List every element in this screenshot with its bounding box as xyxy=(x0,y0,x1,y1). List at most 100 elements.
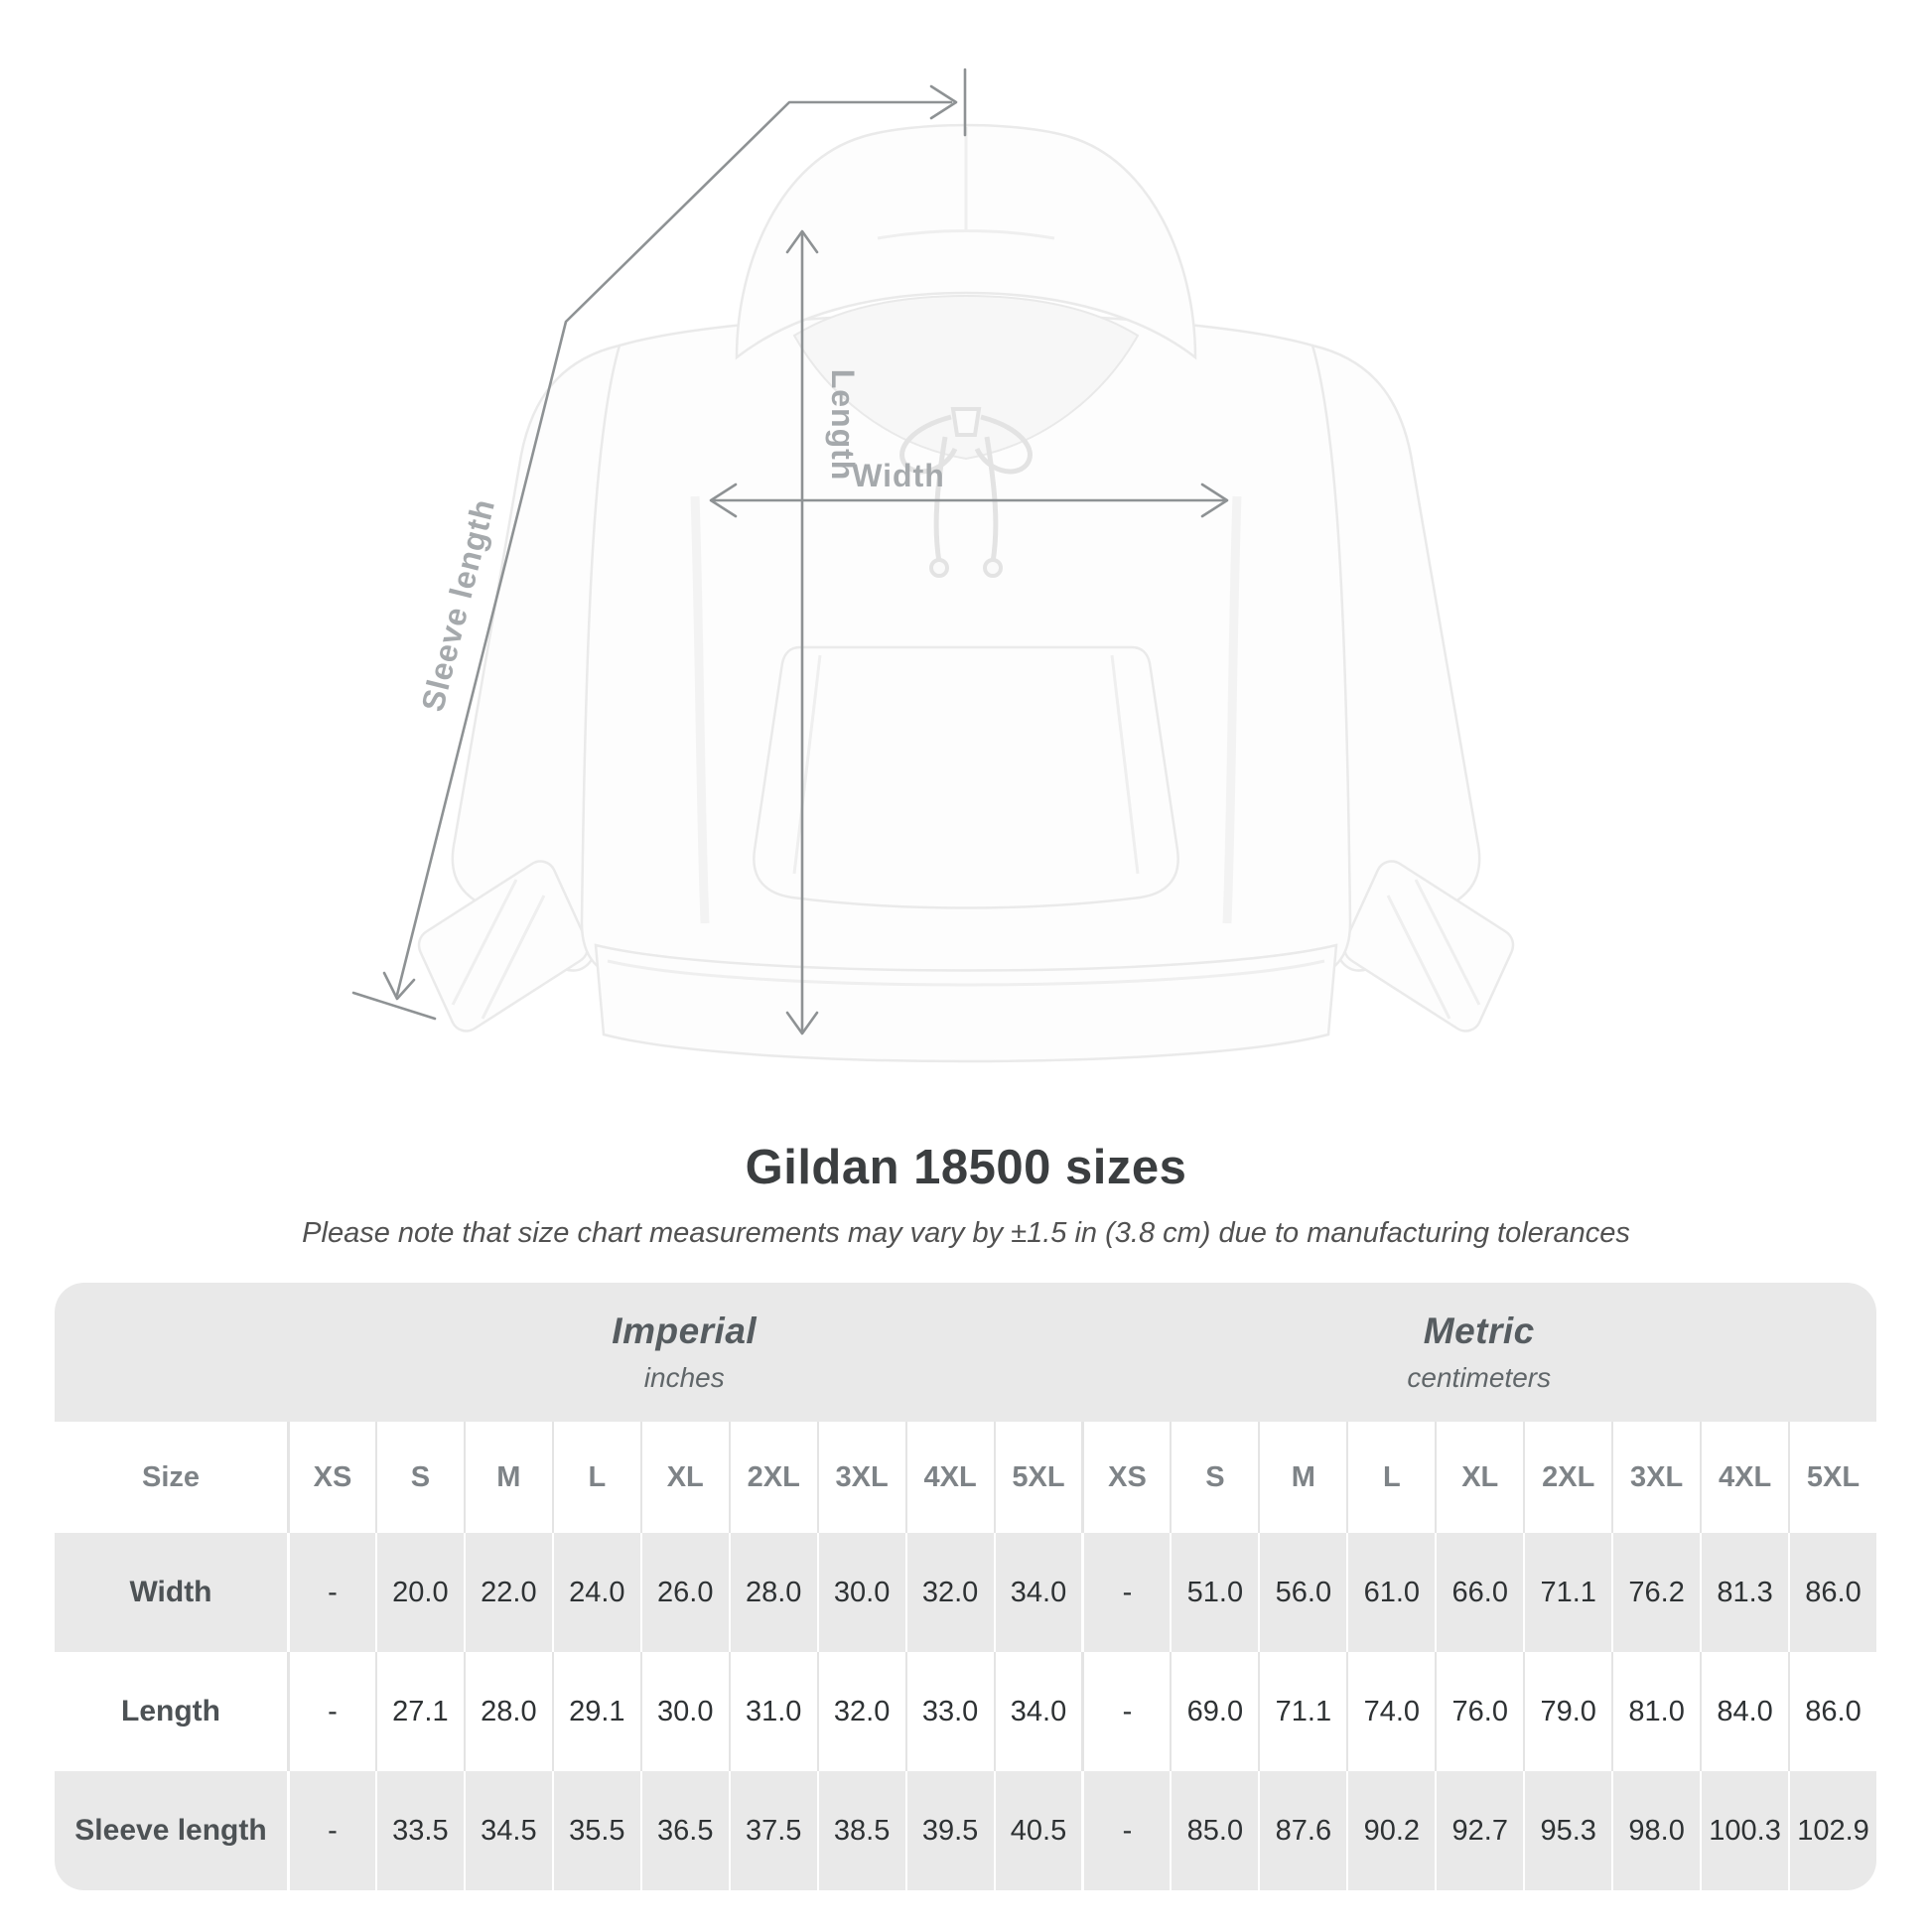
value-imperial: 27.1 xyxy=(374,1652,464,1771)
value-imperial: - xyxy=(287,1533,375,1652)
value-metric: 51.0 xyxy=(1170,1533,1259,1652)
value-metric: 95.3 xyxy=(1523,1771,1612,1890)
page-subtitle: Please note that size chart measurements… xyxy=(302,1217,1630,1249)
width-label: Width xyxy=(852,458,945,493)
hoodie-hem-band xyxy=(594,943,1338,1063)
value-metric: 86.0 xyxy=(1788,1533,1876,1652)
size-header-imperial: XS xyxy=(287,1422,375,1533)
value-imperial: 20.0 xyxy=(374,1533,464,1652)
length-label: Length xyxy=(825,369,861,482)
hoodie-collar xyxy=(792,294,1140,461)
metric-unit-label: centimeters xyxy=(1407,1362,1552,1393)
value-imperial: 31.0 xyxy=(728,1652,817,1771)
sleeve-length-line xyxy=(351,68,967,1021)
value-metric: 81.3 xyxy=(1700,1533,1789,1652)
right-cuff-ribbing xyxy=(1386,879,1481,1020)
body-fold-left xyxy=(690,495,710,924)
unit-group-metric: Metric centimeters xyxy=(1082,1283,1877,1422)
value-metric: 71.1 xyxy=(1523,1533,1612,1652)
size-header-metric: 3XL xyxy=(1611,1422,1701,1533)
value-metric: 86.0 xyxy=(1788,1652,1876,1771)
value-metric: 61.0 xyxy=(1346,1533,1436,1652)
size-header-metric: 4XL xyxy=(1700,1422,1789,1533)
value-imperial: 32.0 xyxy=(904,1533,994,1652)
unit-group-imperial: Imperial inches xyxy=(287,1283,1082,1422)
value-imperial: 28.0 xyxy=(463,1652,552,1771)
hoodie-image xyxy=(417,123,1515,1063)
size-header-imperial: 3XL xyxy=(816,1422,905,1533)
value-imperial: 33.5 xyxy=(374,1771,464,1890)
size-table-grid: Size XS S M L XL 2XL 3XL 4XL 5XL XS S M L XL 2XL 3XL 4XL 5… xyxy=(55,1422,1876,1890)
size-header-metric: XL xyxy=(1435,1422,1524,1533)
hoodie-right-cuff xyxy=(1342,860,1515,1033)
value-imperial: 22.0 xyxy=(463,1533,552,1652)
pocket-stitching xyxy=(792,654,1140,875)
value-imperial: 30.0 xyxy=(816,1533,905,1652)
hood-seams xyxy=(877,127,1055,240)
value-imperial: - xyxy=(287,1652,375,1771)
value-metric: - xyxy=(1081,1652,1171,1771)
size-header-metric: S xyxy=(1170,1422,1259,1533)
size-header-imperial: XL xyxy=(639,1422,729,1533)
imperial-label: Imperial xyxy=(612,1311,758,1351)
value-metric: 92.7 xyxy=(1435,1771,1524,1890)
row-label: Sleeve length xyxy=(55,1771,287,1890)
value-imperial: 34.5 xyxy=(463,1771,552,1890)
hoodie-measurement-diagram: Sleeve length Length Width xyxy=(351,68,1515,1063)
size-header-metric: M xyxy=(1258,1422,1347,1533)
value-metric: 84.0 xyxy=(1700,1652,1789,1771)
size-table: Imperial inches Metric centimeters Size X… xyxy=(55,1283,1876,1890)
size-header-imperial: 2XL xyxy=(728,1422,817,1533)
size-header-imperial: S xyxy=(374,1422,464,1533)
value-imperial: 29.1 xyxy=(551,1652,640,1771)
value-imperial: 36.5 xyxy=(639,1771,729,1890)
size-header-imperial: 5XL xyxy=(993,1422,1082,1533)
size-header-metric: 5XL xyxy=(1788,1422,1876,1533)
body-fold-right xyxy=(1222,495,1242,924)
value-imperial: 24.0 xyxy=(551,1533,640,1652)
length-line xyxy=(785,229,819,1035)
value-metric: 56.0 xyxy=(1258,1533,1347,1652)
value-metric: - xyxy=(1081,1771,1171,1890)
value-metric: 81.0 xyxy=(1611,1652,1701,1771)
value-imperial: 28.0 xyxy=(728,1533,817,1652)
unit-header-band: Imperial inches Metric centimeters xyxy=(55,1283,1876,1422)
value-metric: 74.0 xyxy=(1346,1652,1436,1771)
value-metric: 76.2 xyxy=(1611,1533,1701,1652)
value-imperial: 33.0 xyxy=(904,1652,994,1771)
value-imperial: 26.0 xyxy=(639,1533,729,1652)
value-imperial: - xyxy=(287,1771,375,1890)
value-imperial: 34.0 xyxy=(993,1533,1082,1652)
hoodie-left-cuff xyxy=(417,860,590,1033)
value-metric: 102.9 xyxy=(1788,1771,1876,1890)
value-imperial: 37.5 xyxy=(728,1771,817,1890)
hem-seam xyxy=(607,959,1325,987)
band-spacer xyxy=(55,1283,287,1422)
size-header-imperial: M xyxy=(463,1422,552,1533)
value-metric: 98.0 xyxy=(1611,1771,1701,1890)
value-metric: 90.2 xyxy=(1346,1771,1436,1890)
value-imperial: 30.0 xyxy=(639,1652,729,1771)
value-metric: 79.0 xyxy=(1523,1652,1612,1771)
value-metric: 71.1 xyxy=(1258,1652,1347,1771)
row-label: Length xyxy=(55,1652,287,1771)
value-metric: 76.0 xyxy=(1435,1652,1524,1771)
value-imperial: 38.5 xyxy=(816,1771,905,1890)
metric-label: Metric xyxy=(1423,1311,1535,1351)
size-header-imperial: L xyxy=(551,1422,640,1533)
value-imperial: 35.5 xyxy=(551,1771,640,1890)
size-header-imperial: 4XL xyxy=(904,1422,994,1533)
hoodie-hood xyxy=(735,123,1197,360)
value-metric: 69.0 xyxy=(1170,1652,1259,1771)
hoodie-pocket xyxy=(753,645,1179,909)
hood-drawstrings xyxy=(899,407,1033,578)
value-imperial: 40.5 xyxy=(993,1771,1082,1890)
size-header-metric: L xyxy=(1346,1422,1436,1533)
value-imperial: 39.5 xyxy=(904,1771,994,1890)
left-cuff-ribbing xyxy=(451,879,546,1020)
row-label: Width xyxy=(55,1533,287,1652)
value-imperial: 32.0 xyxy=(816,1652,905,1771)
value-metric: - xyxy=(1081,1533,1171,1652)
value-metric: 87.6 xyxy=(1258,1771,1347,1890)
